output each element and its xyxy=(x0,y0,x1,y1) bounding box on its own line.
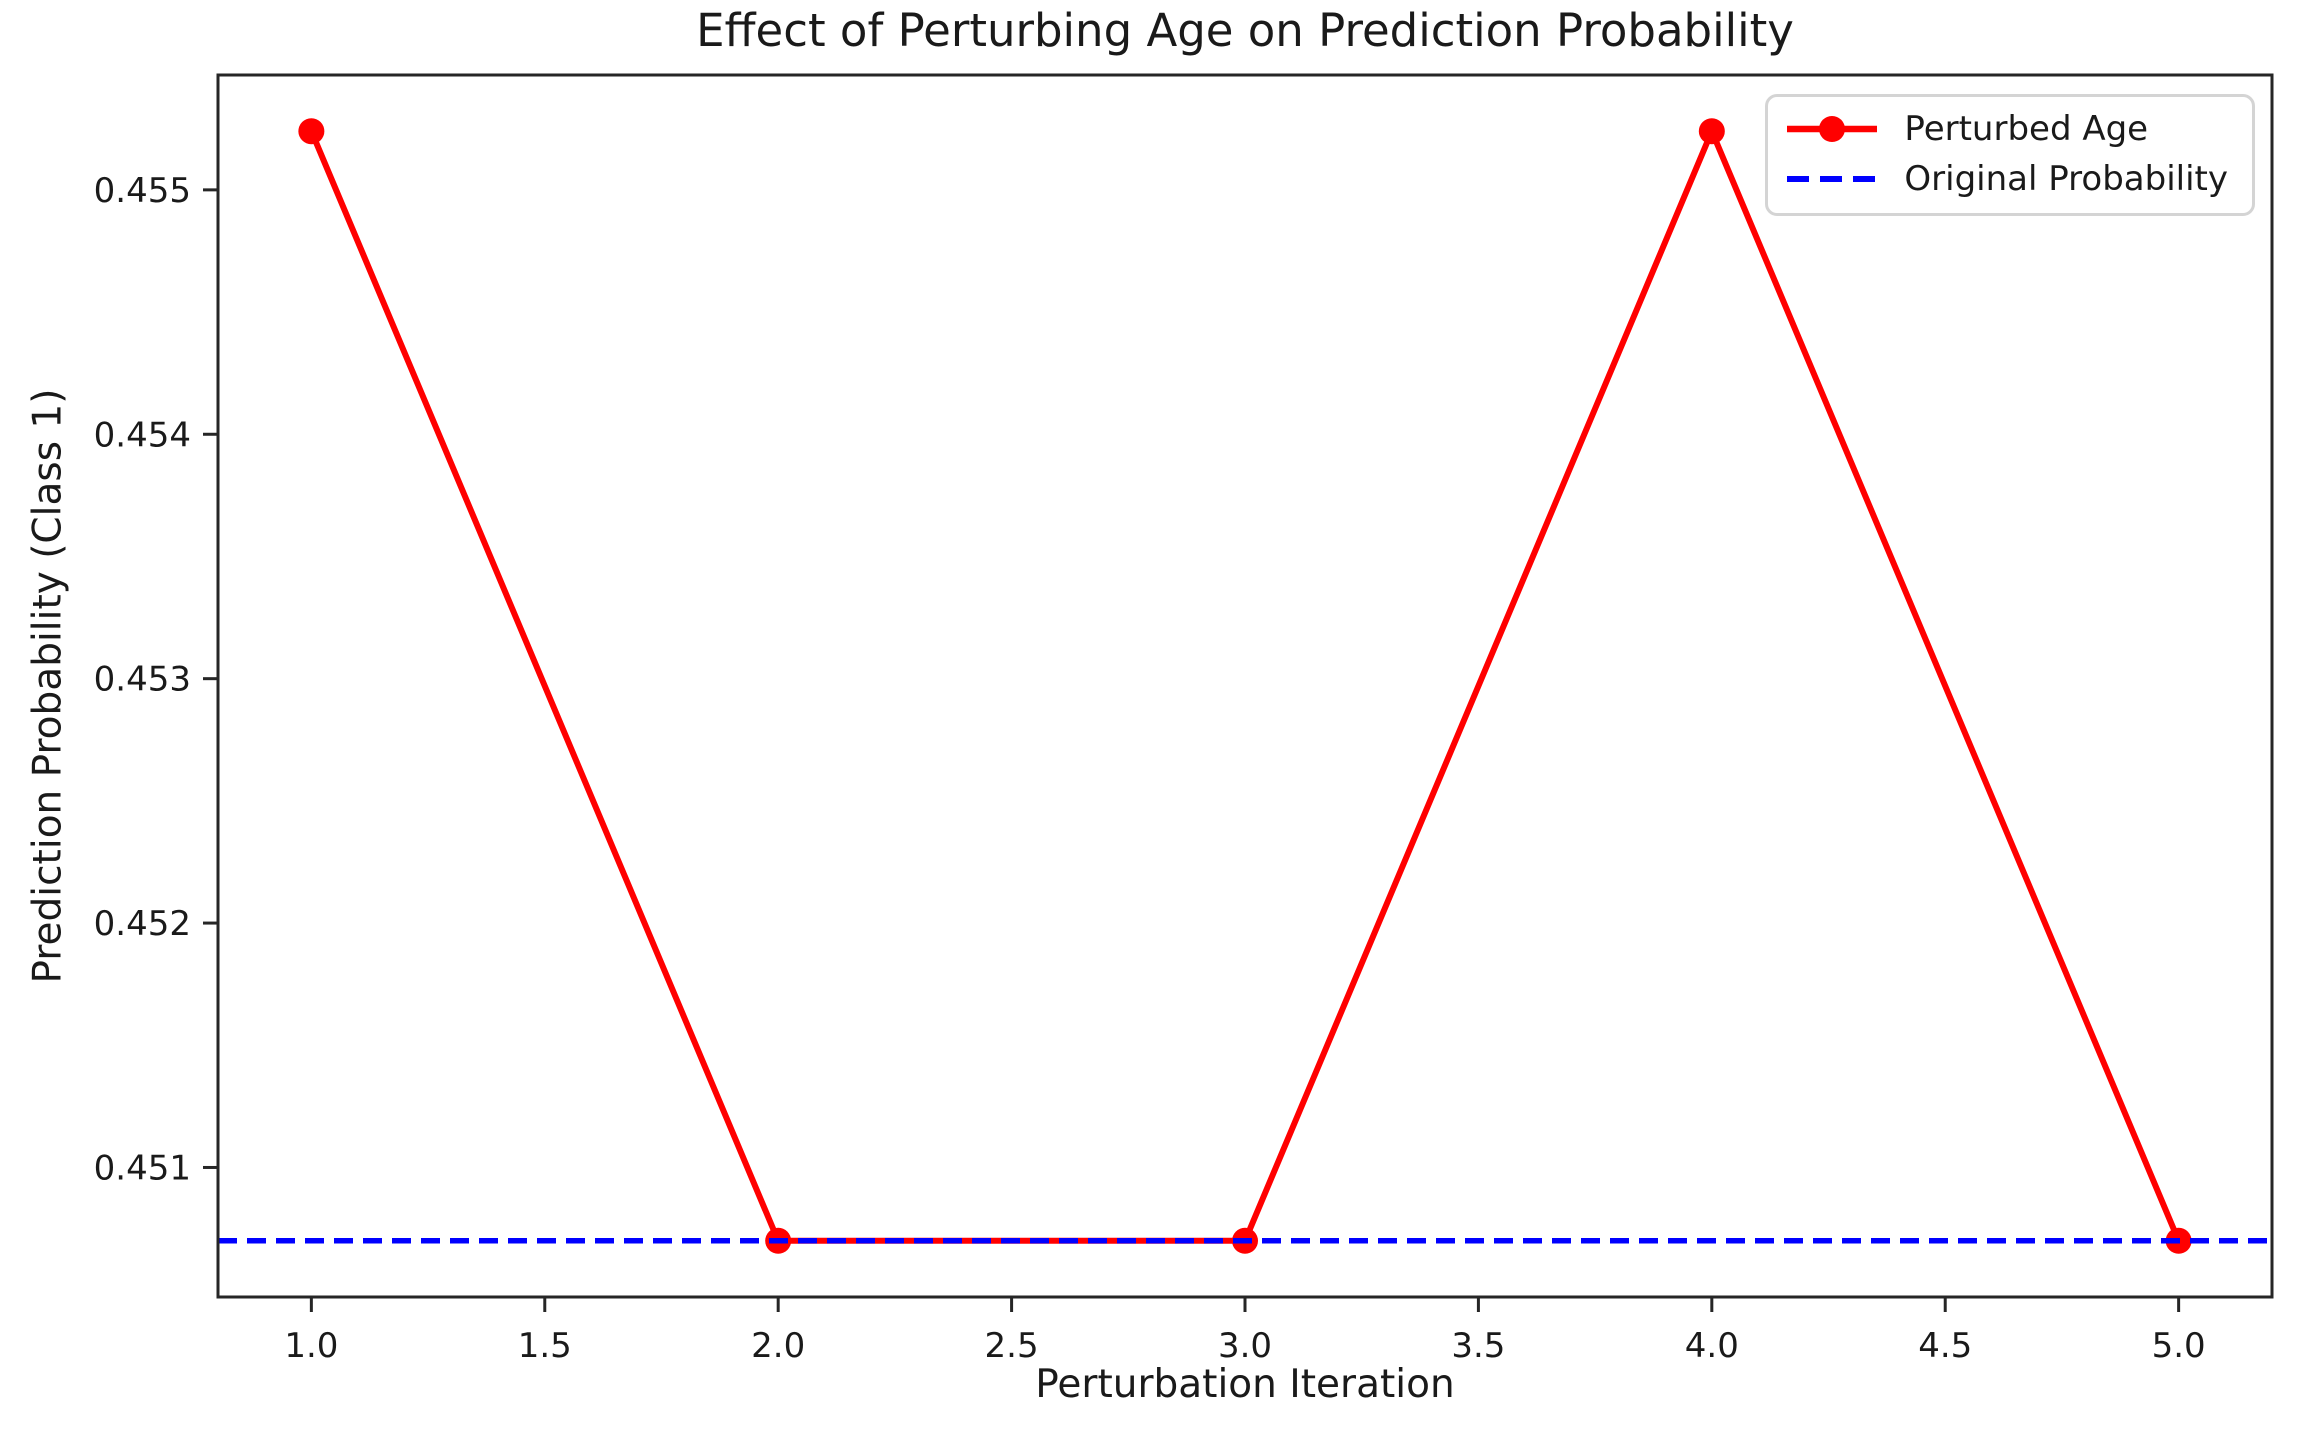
y-tick-label: 0.451 xyxy=(94,1148,191,1188)
legend-label: Original Probability xyxy=(1904,159,2228,199)
data-point-marker xyxy=(298,118,325,145)
red-line-marker-icon xyxy=(1787,116,1878,142)
legend-entry-original-probability: Original Probability xyxy=(1784,159,2228,199)
x-tick-label: 4.0 xyxy=(1685,1326,1739,1366)
perturbed-age-series xyxy=(298,118,2192,1254)
x-tick-label: 5.0 xyxy=(2152,1326,2206,1366)
x-tick-label: 1.0 xyxy=(284,1326,338,1366)
y-tick-label: 0.452 xyxy=(94,904,191,944)
legend: Perturbed Age Original Probability xyxy=(1765,94,2255,216)
data-point-marker xyxy=(1698,118,1725,145)
y-tick-label: 0.454 xyxy=(94,415,191,455)
x-tick-label: 1.5 xyxy=(518,1326,572,1366)
x-tick-label: 4.5 xyxy=(1918,1326,1972,1366)
x-tick-label: 3.5 xyxy=(1451,1326,1505,1366)
x-axis-ticks: 1.0 1.5 2.0 2.5 3.0 3.5 4.0 4.5 5.0 xyxy=(284,1297,2206,1366)
x-tick-label: 2.5 xyxy=(985,1326,1039,1366)
x-tick-label: 2.0 xyxy=(751,1326,805,1366)
chart-title: Effect of Perturbing Age on Prediction P… xyxy=(696,4,1794,57)
y-axis-label: Prediction Probability (Class 1) xyxy=(25,388,71,984)
legend-label: Perturbed Age xyxy=(1904,109,2149,149)
blue-dashed-line-icon xyxy=(1787,176,1878,182)
x-tick-label: 3.0 xyxy=(1218,1326,1272,1366)
y-tick-label: 0.455 xyxy=(94,171,191,211)
legend-entry-perturbed-age: Perturbed Age xyxy=(1784,109,2228,149)
x-axis-label: Perturbation Iteration xyxy=(1035,1362,1455,1407)
y-tick-label: 0.453 xyxy=(94,660,191,700)
axes-frame xyxy=(216,73,2274,1299)
y-axis-ticks: 0.451 0.452 0.453 0.454 0.455 xyxy=(94,171,218,1188)
